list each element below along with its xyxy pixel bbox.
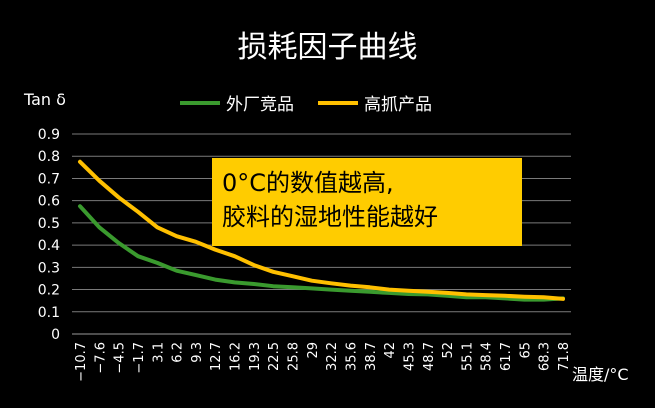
- x-tick-label: 71.8: [557, 342, 572, 371]
- y-tick-label: 0.9: [38, 127, 60, 143]
- x-tick-label: −7.6: [93, 342, 108, 374]
- y-tick-label: 0: [51, 327, 60, 343]
- x-tick-label: 25.8: [287, 342, 302, 371]
- x-tick-label: 22.5: [267, 342, 282, 371]
- series-line-competitor: [78, 204, 565, 302]
- series-line-high-grip: [78, 159, 565, 301]
- y-tick-label: 0.3: [38, 260, 60, 276]
- y-tick-label: 0.4: [38, 238, 60, 254]
- legend-swatch-high-grip: [318, 100, 358, 105]
- x-tick-label: 6.2: [171, 342, 186, 363]
- y-tick-label: 0.8: [38, 149, 60, 165]
- annotation-line-2: 胶料的湿地性能越好: [222, 203, 438, 231]
- x-tick-label: 19.3: [248, 342, 263, 371]
- x-tick-label: 48.7: [422, 342, 437, 371]
- x-tick-label: 12.7: [209, 342, 224, 371]
- x-tick-label: 65: [518, 342, 533, 359]
- x-tick-label: 38.7: [364, 342, 379, 371]
- x-tick-label: −10.7: [74, 342, 89, 382]
- x-tick-label: 9.3: [190, 342, 205, 363]
- x-tick-label: 42: [383, 342, 398, 359]
- x-tick-label: 3.1: [151, 342, 166, 363]
- x-tick-label: 52: [441, 342, 456, 359]
- y-tick-label: 0.2: [38, 283, 60, 299]
- legend-label-competitor: 外厂竞品: [226, 95, 294, 115]
- legend-item-competitor: 外厂竞品: [180, 90, 294, 115]
- x-tick-label: 29: [306, 342, 321, 359]
- x-tick-label: 16.2: [229, 342, 244, 371]
- legend-swatch-competitor: [180, 100, 220, 105]
- legend-label-high-grip: 高抓产品: [364, 95, 432, 115]
- y-axis-label: Tan δ: [24, 90, 66, 109]
- x-tick-label: 68.3: [538, 342, 553, 371]
- x-tick-label: −1.7: [132, 342, 147, 374]
- x-tick-label: 55.1: [460, 342, 475, 371]
- annotation-line-1: 0°C的数值越高,: [222, 169, 394, 197]
- x-tick-label: 61.7: [499, 342, 514, 371]
- legend-item-high-grip: 高抓产品: [318, 90, 432, 115]
- x-tick-label: 45.3: [402, 342, 417, 371]
- annotation-box: 0°C的数值越高, 胶料的湿地性能越好: [212, 158, 522, 246]
- chart-title: 损耗因子曲线: [237, 30, 418, 65]
- y-tick-label: 0.1: [38, 305, 60, 321]
- x-axis-label: 温度/°C: [572, 365, 629, 384]
- x-tick-label: −4.5: [113, 342, 128, 374]
- x-tick-label: 35.6: [344, 342, 359, 371]
- x-tick-label: 32.2: [325, 342, 340, 371]
- x-tick-label: 58.4: [480, 342, 495, 371]
- y-tick-label: 0.5: [38, 216, 60, 232]
- y-tick-label: 0.6: [38, 194, 60, 210]
- y-tick-label: 0.7: [38, 171, 60, 187]
